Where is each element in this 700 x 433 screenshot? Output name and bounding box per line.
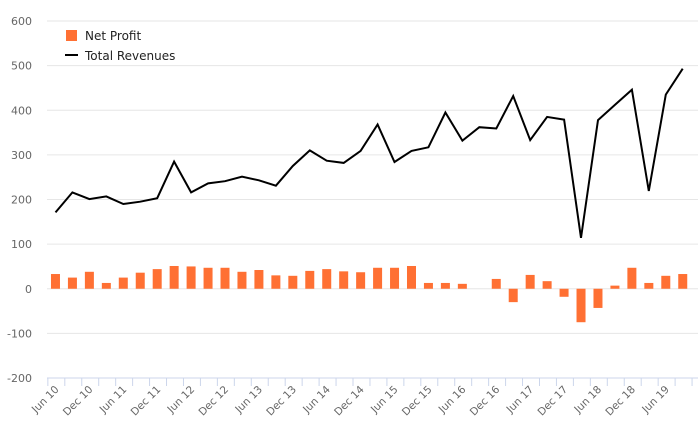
grid — [47, 20, 698, 379]
net-profit-bar — [508, 288, 518, 303]
total-revenues-line-layer — [54, 68, 684, 239]
x-tick-label: Dec 18 — [603, 384, 638, 419]
x-tick-label: Jun 11 — [97, 384, 130, 417]
net-profit-bar — [152, 269, 162, 289]
legend: Net Profit Total Revenues — [65, 29, 175, 63]
x-tick-label: Jun 12 — [165, 384, 198, 417]
y-tick-label: 300 — [11, 149, 32, 162]
net-profit-bar — [288, 275, 298, 289]
legend-label-net-profit: Net Profit — [85, 29, 141, 43]
x-tick-label: Dec 11 — [129, 384, 164, 419]
y-tick-label: -200 — [7, 372, 32, 385]
x-tick-label: Jun 18 — [571, 384, 604, 417]
net-profit-bar — [390, 267, 400, 289]
x-tick-label: Dec 10 — [61, 384, 96, 419]
x-tick-label: Jun 10 — [29, 384, 62, 417]
net-profit-bar — [406, 265, 416, 289]
net-profit-bar — [339, 271, 349, 289]
net-profit-bar — [50, 274, 60, 289]
net-profit-bar — [135, 272, 145, 289]
net-profit-bar — [644, 282, 654, 289]
y-axis: 600 500 400 300 200 100 0 -100 -200 — [7, 15, 32, 385]
x-tick-label: Jun 14 — [300, 383, 333, 416]
x-tick-label: Jun 16 — [436, 383, 469, 416]
y-tick-label: 100 — [11, 238, 32, 251]
net-profit-bar — [627, 267, 637, 289]
net-profit-bar — [593, 288, 603, 308]
x-tick-label: Dec 12 — [196, 384, 231, 419]
net-profit-bar — [186, 266, 196, 289]
net-profit-bar — [559, 288, 569, 297]
total-revenues-line — [54, 68, 684, 239]
net-profit-bar — [220, 267, 230, 289]
net-profit-bar — [203, 267, 213, 289]
net-profit-bar — [84, 271, 94, 289]
net-profit-bar — [322, 269, 332, 289]
y-tick-label: 400 — [11, 104, 32, 117]
net-profit-bar — [423, 282, 433, 289]
net-profit-bar — [356, 272, 366, 289]
legend-label-total-revenues: Total Revenues — [84, 49, 175, 63]
net-profit-bar — [169, 265, 179, 289]
x-tick-label: Jun 13 — [232, 384, 265, 417]
net-profit-bar — [373, 267, 383, 289]
net-profit-bar — [525, 274, 535, 289]
legend-swatch-net-profit — [66, 30, 77, 41]
x-tick-label: Dec 14 — [332, 383, 367, 418]
net-profit-bar — [661, 275, 671, 289]
net-profit-bar — [67, 277, 77, 289]
net-profit-bar — [271, 275, 281, 289]
x-tick-label: Jun 17 — [504, 384, 537, 417]
x-axis: Jun 10 Dec 10 Jun 11 Dec 11 Jun 12 Dec 12 Jun … — [29, 377, 698, 419]
net-profit-bars — [50, 265, 688, 323]
net-profit-bar — [610, 285, 620, 289]
net-profit-bar — [457, 283, 467, 289]
y-tick-label: 600 — [11, 15, 32, 28]
x-tick-label: Dec 17 — [536, 384, 571, 419]
x-tick-label: Dec 13 — [264, 384, 299, 419]
net-profit-bar — [101, 282, 111, 289]
y-tick-label: 0 — [25, 283, 32, 296]
net-profit-bar — [118, 277, 128, 289]
net-profit-bar — [254, 270, 264, 289]
x-tick-label: Jun 19 — [639, 384, 672, 417]
x-tick-label: Jun 15 — [368, 384, 401, 417]
y-tick-label: 500 — [11, 60, 32, 73]
y-tick-label: 200 — [11, 194, 32, 207]
net-profit-bar — [237, 271, 247, 289]
net-profit-bar — [576, 288, 586, 323]
net-profit-bar — [305, 270, 315, 289]
net-profit-bar — [678, 274, 688, 289]
net-profit-bar — [542, 281, 552, 289]
x-tick-label: Dec 15 — [400, 384, 435, 419]
net-profit-bar — [491, 278, 501, 289]
net-profit-bar — [440, 282, 450, 289]
y-tick-label: -100 — [7, 327, 32, 340]
x-tick-label: Dec 16 — [468, 383, 503, 418]
